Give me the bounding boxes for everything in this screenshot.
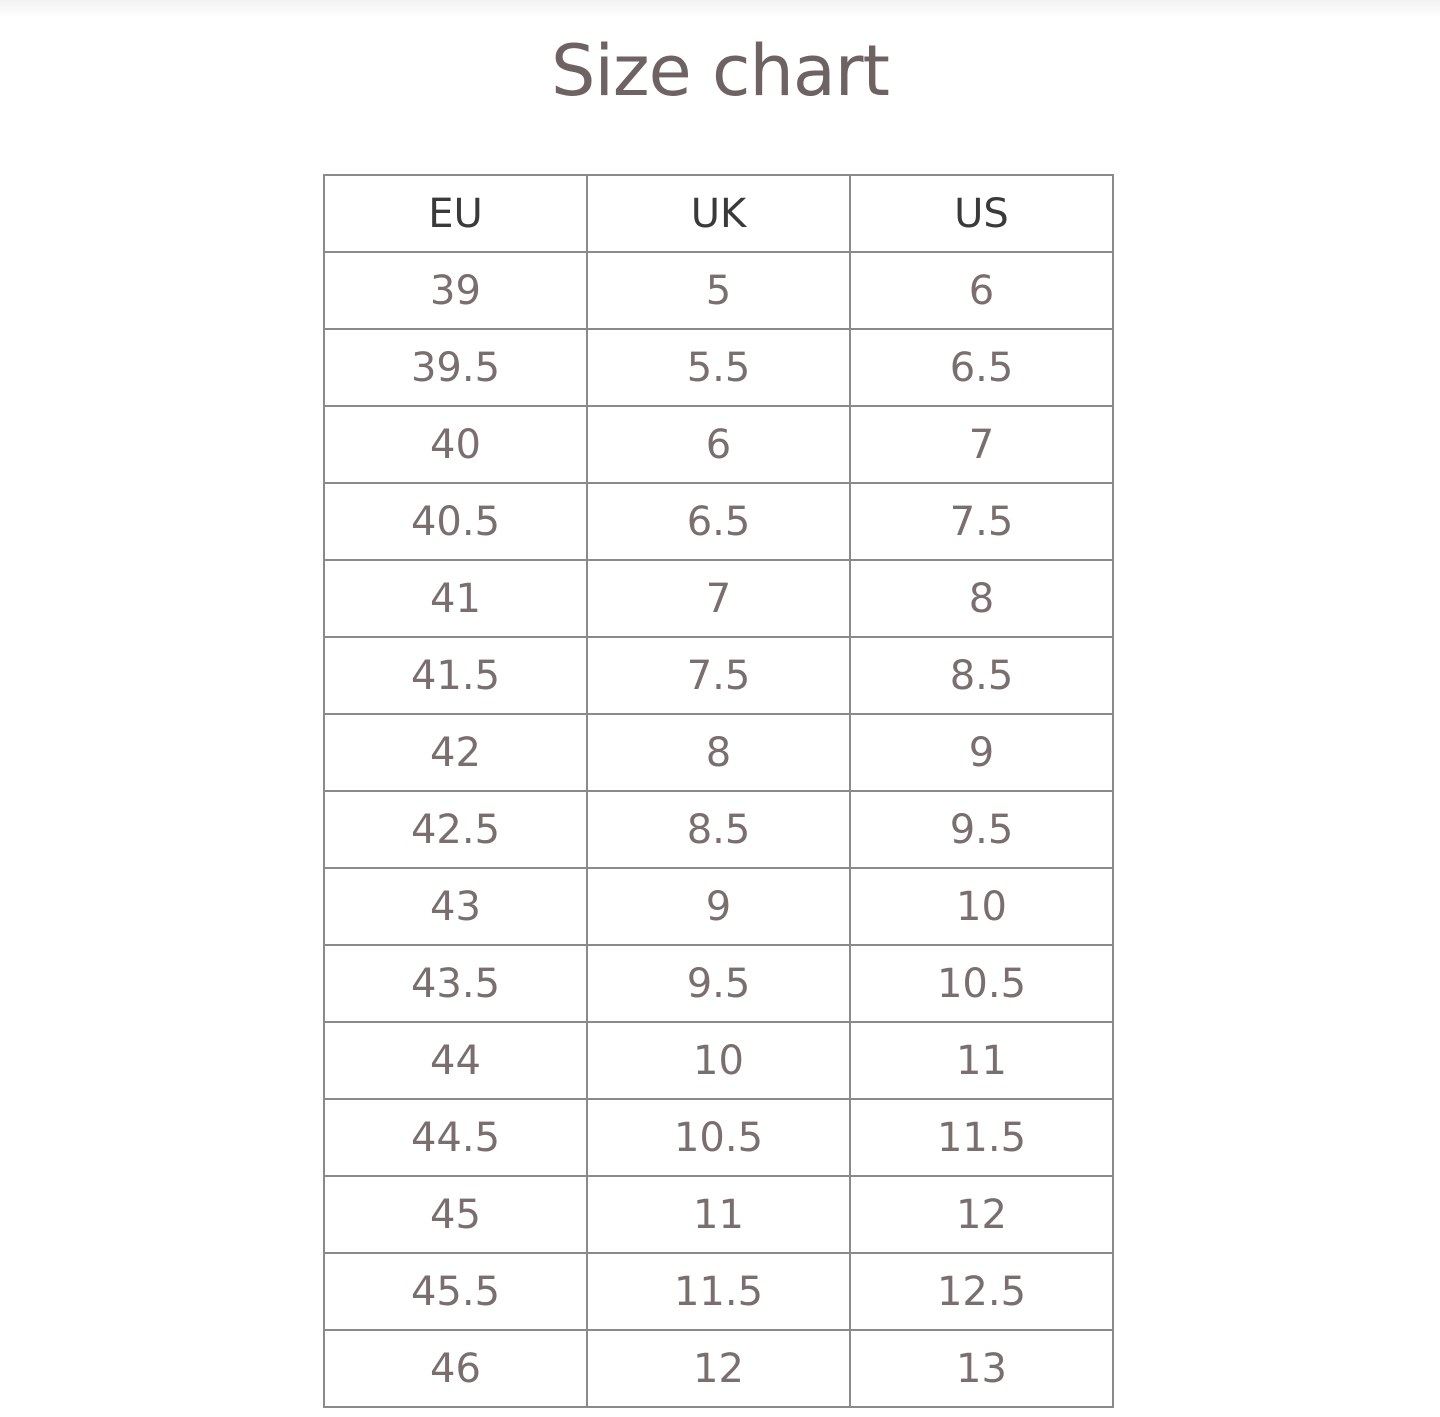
table-cell: 44 <box>323 1021 588 1100</box>
table-row: 40 6 7 <box>323 405 1114 484</box>
table-cell: 10 <box>586 1021 851 1100</box>
table-cell: 46 <box>323 1329 588 1408</box>
table-cell: 13 <box>849 1329 1114 1408</box>
table-cell: 45.5 <box>323 1252 588 1331</box>
table-cell: 7 <box>849 405 1114 484</box>
table-row: 43.5 9.5 10.5 <box>323 944 1114 1023</box>
table-cell: 39.5 <box>323 328 588 407</box>
table-row: 44.5 10.5 11.5 <box>323 1098 1114 1177</box>
table-cell: 41 <box>323 559 588 638</box>
table-row: 46 12 13 <box>323 1329 1114 1408</box>
size-chart-table: EU UK US 39 5 6 39.5 5.5 6.5 40 6 7 40.5 6.5 7.5 41 7 8 4… <box>323 174 1114 1408</box>
table-cell: 41.5 <box>323 636 588 715</box>
table-cell: 6 <box>586 405 851 484</box>
table-row: 39 5 6 <box>323 251 1114 330</box>
table-row: 44 10 11 <box>323 1021 1114 1100</box>
table-cell: 10 <box>849 867 1114 946</box>
table-row: 41 7 8 <box>323 559 1114 638</box>
page-title: Size chart <box>551 30 890 112</box>
table-row: 42 8 9 <box>323 713 1114 792</box>
column-header-eu: EU <box>323 174 588 253</box>
table-cell: 11.5 <box>586 1252 851 1331</box>
table-cell: 39 <box>323 251 588 330</box>
table-cell: 7.5 <box>849 482 1114 561</box>
table-cell: 40.5 <box>323 482 588 561</box>
table-cell: 45 <box>323 1175 588 1254</box>
table-cell: 44.5 <box>323 1098 588 1177</box>
top-shadow <box>0 0 1440 18</box>
table-cell: 6 <box>849 251 1114 330</box>
table-cell: 9 <box>849 713 1114 792</box>
table-row: 42.5 8.5 9.5 <box>323 790 1114 869</box>
table-row: 45 11 12 <box>323 1175 1114 1254</box>
table-cell: 9.5 <box>849 790 1114 869</box>
table-cell: 6.5 <box>586 482 851 561</box>
table-cell: 40 <box>323 405 588 484</box>
table-cell: 11 <box>586 1175 851 1254</box>
table-cell: 12 <box>849 1175 1114 1254</box>
table-cell: 5 <box>586 251 851 330</box>
table-cell: 11.5 <box>849 1098 1114 1177</box>
table-row: 39.5 5.5 6.5 <box>323 328 1114 407</box>
table-cell: 42.5 <box>323 790 588 869</box>
table-cell: 9.5 <box>586 944 851 1023</box>
table-cell: 7 <box>586 559 851 638</box>
table-row: 41.5 7.5 8.5 <box>323 636 1114 715</box>
table-cell: 12.5 <box>849 1252 1114 1331</box>
table-cell: 8.5 <box>849 636 1114 715</box>
table-cell: 11 <box>849 1021 1114 1100</box>
table-row: 43 9 10 <box>323 867 1114 946</box>
table-cell: 5.5 <box>586 328 851 407</box>
column-header-uk: UK <box>586 174 851 253</box>
table-cell: 43 <box>323 867 588 946</box>
table-cell: 43.5 <box>323 944 588 1023</box>
table-cell: 9 <box>586 867 851 946</box>
table-cell: 8 <box>586 713 851 792</box>
table-cell: 12 <box>586 1329 851 1408</box>
table-cell: 42 <box>323 713 588 792</box>
table-header-row: EU UK US <box>323 174 1114 253</box>
table-cell: 10.5 <box>849 944 1114 1023</box>
table-row: 40.5 6.5 7.5 <box>323 482 1114 561</box>
table-cell: 6.5 <box>849 328 1114 407</box>
column-header-us: US <box>849 174 1114 253</box>
table-row: 45.5 11.5 12.5 <box>323 1252 1114 1331</box>
table-cell: 10.5 <box>586 1098 851 1177</box>
table-cell: 7.5 <box>586 636 851 715</box>
table-cell: 8 <box>849 559 1114 638</box>
table-cell: 8.5 <box>586 790 851 869</box>
